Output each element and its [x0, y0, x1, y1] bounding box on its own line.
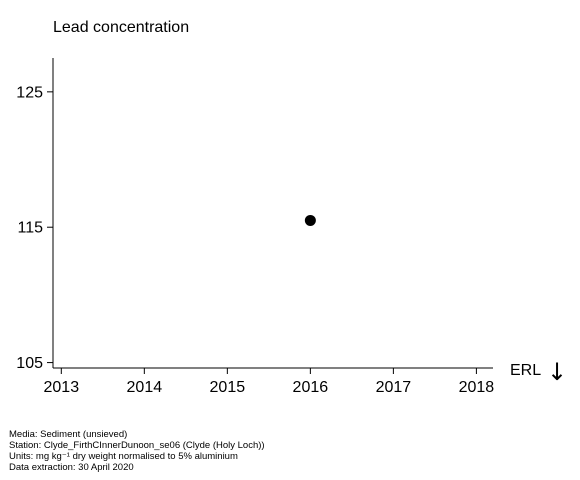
erl-arrow-icon: ↓ [547, 358, 567, 386]
x-tick-label: 2015 [210, 379, 246, 396]
chart-axes [52, 58, 493, 369]
footer-extraction: Data extraction: 30 April 2020 [9, 462, 134, 473]
erl-annotation: ERL ↓ [510, 358, 567, 386]
footer-station: Station: Clyde_FirthCInnerDunoon_se06 (C… [9, 440, 265, 451]
x-axis-ticks: 2013 2014 2015 2016 2017 2018 [44, 368, 495, 396]
data-point [304, 214, 316, 226]
x-tick-label: 2014 [127, 379, 163, 396]
erl-label: ERL [510, 362, 541, 379]
x-tick-label: 2013 [44, 379, 80, 396]
footer-units: Units: mg kg⁻¹ dry weight normalised to … [9, 451, 238, 462]
footer-media: Media: Sediment (unsieved) [9, 429, 128, 440]
y-axis-ticks: 105 115 125 [16, 84, 53, 372]
chart-footer: Media: Sediment (unsieved) Station: Clyd… [9, 429, 265, 473]
x-tick-label: 2018 [459, 379, 495, 396]
x-tick-label: 2017 [376, 379, 412, 396]
y-tick-label: 105 [16, 355, 43, 372]
x-tick-label: 2016 [293, 379, 329, 396]
chart-title: Lead concentration [53, 19, 190, 36]
y-tick-label: 115 [17, 220, 43, 237]
y-tick-label: 125 [16, 84, 43, 101]
data-points [304, 214, 316, 226]
